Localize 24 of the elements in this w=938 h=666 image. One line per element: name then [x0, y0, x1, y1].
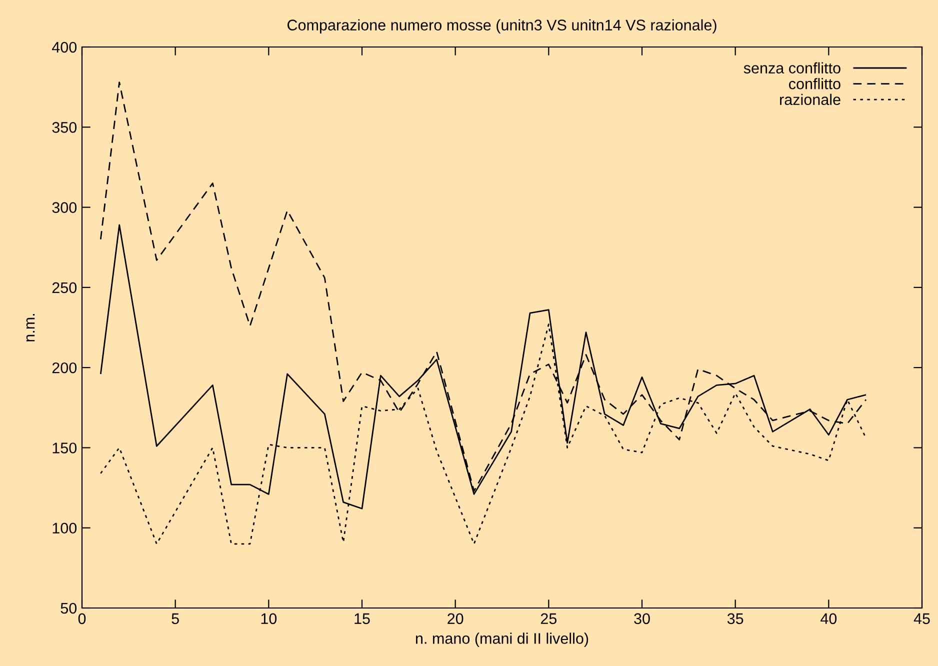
x-tick-label: 0: [78, 613, 86, 624]
y-tick-label: 150: [52, 442, 77, 454]
y-tick-label: 200: [52, 362, 77, 374]
chart-title: Comparazione numero mosse (unitn3 VS unitn14 VS razionale): [288, 19, 716, 34]
x-tick-label: 5: [172, 613, 179, 624]
x-tick-label: 15: [354, 613, 370, 624]
x-tick-label: 30: [634, 613, 650, 624]
x-tick-label: 45: [914, 613, 930, 624]
x-tick-label: 20: [448, 613, 464, 624]
y-tick-label: 50: [60, 602, 77, 614]
y-tick-label: 100: [52, 522, 77, 534]
legend-label: razionale: [780, 94, 840, 106]
y-tick-label: 300: [52, 202, 77, 213]
y-tick-label: 250: [52, 282, 77, 294]
x-tick-label: 25: [540, 613, 557, 624]
legend-label: conflitto: [789, 78, 840, 90]
x-tick-label: 10: [261, 613, 277, 624]
y-tick-label: 350: [52, 122, 77, 133]
y-axis-title: n.m.: [26, 314, 35, 342]
x-axis-title: n. mano (mani di II livello): [416, 632, 588, 647]
legend-label: senza conflitto: [744, 62, 840, 74]
x-tick-label: 40: [820, 613, 837, 624]
y-tick-label: 400: [52, 42, 77, 53]
x-tick-label: 35: [727, 613, 744, 624]
